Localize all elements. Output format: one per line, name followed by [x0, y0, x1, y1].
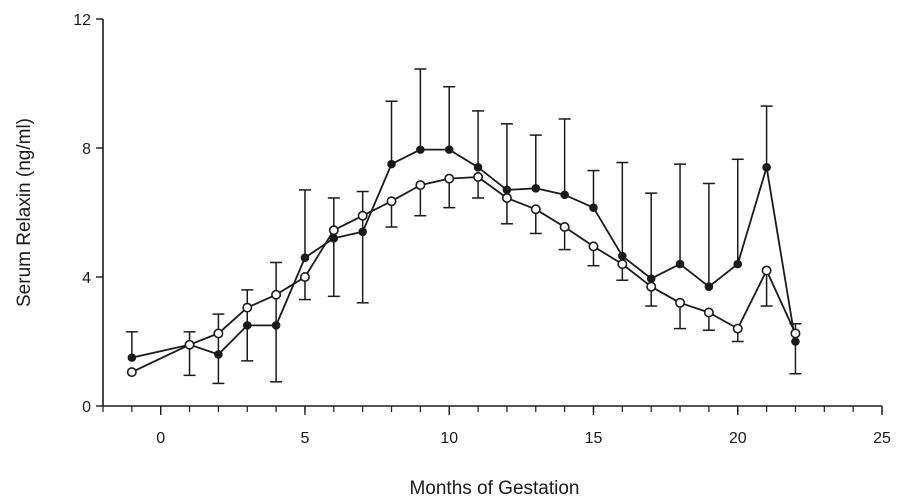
- data-point-open: [617, 259, 628, 270]
- data-point-filled: [444, 145, 454, 154]
- data-point-filled: [791, 337, 800, 346]
- data-point-open: [588, 241, 599, 252]
- data-point-open: [559, 222, 570, 233]
- data-point-filled: [646, 274, 656, 283]
- data-point-open: [732, 323, 743, 334]
- y-tick-label: 12: [73, 12, 91, 29]
- data-point-open: [444, 173, 455, 184]
- data-point-filled: [531, 184, 541, 193]
- data-point-open: [415, 180, 426, 191]
- data-point-filled: [762, 163, 771, 172]
- data-point-filled: [329, 234, 339, 243]
- y-tick-label: 4: [82, 270, 91, 287]
- data-point-filled: [416, 145, 425, 154]
- x-tick-label: 5: [301, 430, 310, 447]
- data-point-filled: [271, 321, 281, 330]
- data-point-open: [328, 225, 339, 236]
- series-markers: [126, 145, 801, 378]
- series-line-2: [131, 176, 797, 373]
- data-point-open: [761, 265, 772, 276]
- x-tick-label: 25: [873, 430, 891, 447]
- data-point-open: [675, 297, 686, 308]
- data-point-filled: [733, 259, 743, 269]
- x-axis-label: Months of Gestation: [409, 478, 579, 498]
- error-bars: [125, 68, 802, 385]
- data-point-filled: [560, 190, 569, 200]
- data-point-open: [242, 302, 253, 313]
- series-lines: [131, 148, 797, 373]
- data-point-filled: [675, 259, 685, 269]
- x-tick-label: 15: [585, 430, 603, 447]
- data-point-open: [646, 281, 657, 292]
- data-point-filled: [127, 353, 137, 362]
- data-point-open: [299, 271, 310, 282]
- data-point-filled: [242, 321, 252, 330]
- data-point-filled: [300, 253, 310, 262]
- x-tick-label: 20: [729, 430, 747, 447]
- data-point-filled: [618, 251, 627, 261]
- data-point-open: [501, 192, 512, 203]
- x-tick-label: 10: [440, 430, 458, 447]
- y-tick-label: 8: [82, 141, 91, 158]
- data-point-open: [473, 172, 484, 183]
- data-point-open: [790, 328, 801, 339]
- data-point-open: [703, 307, 714, 318]
- series-line-1: [131, 148, 797, 359]
- data-point-open: [184, 339, 195, 350]
- x-tick-label: 0: [156, 430, 165, 447]
- data-point-open: [126, 367, 137, 378]
- data-point-open: [271, 289, 282, 300]
- data-point-open: [386, 196, 397, 207]
- data-point-open: [530, 204, 541, 215]
- data-point-filled: [473, 163, 483, 172]
- y-axis-label: Serum Relaxin (ng/ml): [14, 118, 35, 307]
- data-point-filled: [214, 350, 223, 359]
- data-point-filled: [358, 227, 367, 237]
- data-point-open: [213, 328, 224, 339]
- data-point-filled: [704, 282, 714, 291]
- data-point-open: [357, 210, 368, 221]
- data-point-filled: [502, 185, 512, 195]
- data-point-filled: [589, 203, 598, 212]
- y-tick-label: 0: [82, 399, 91, 416]
- data-point-filled: [387, 159, 396, 169]
- axes: 0 4 8 12 0 5 10 15 20 25: [73, 12, 891, 447]
